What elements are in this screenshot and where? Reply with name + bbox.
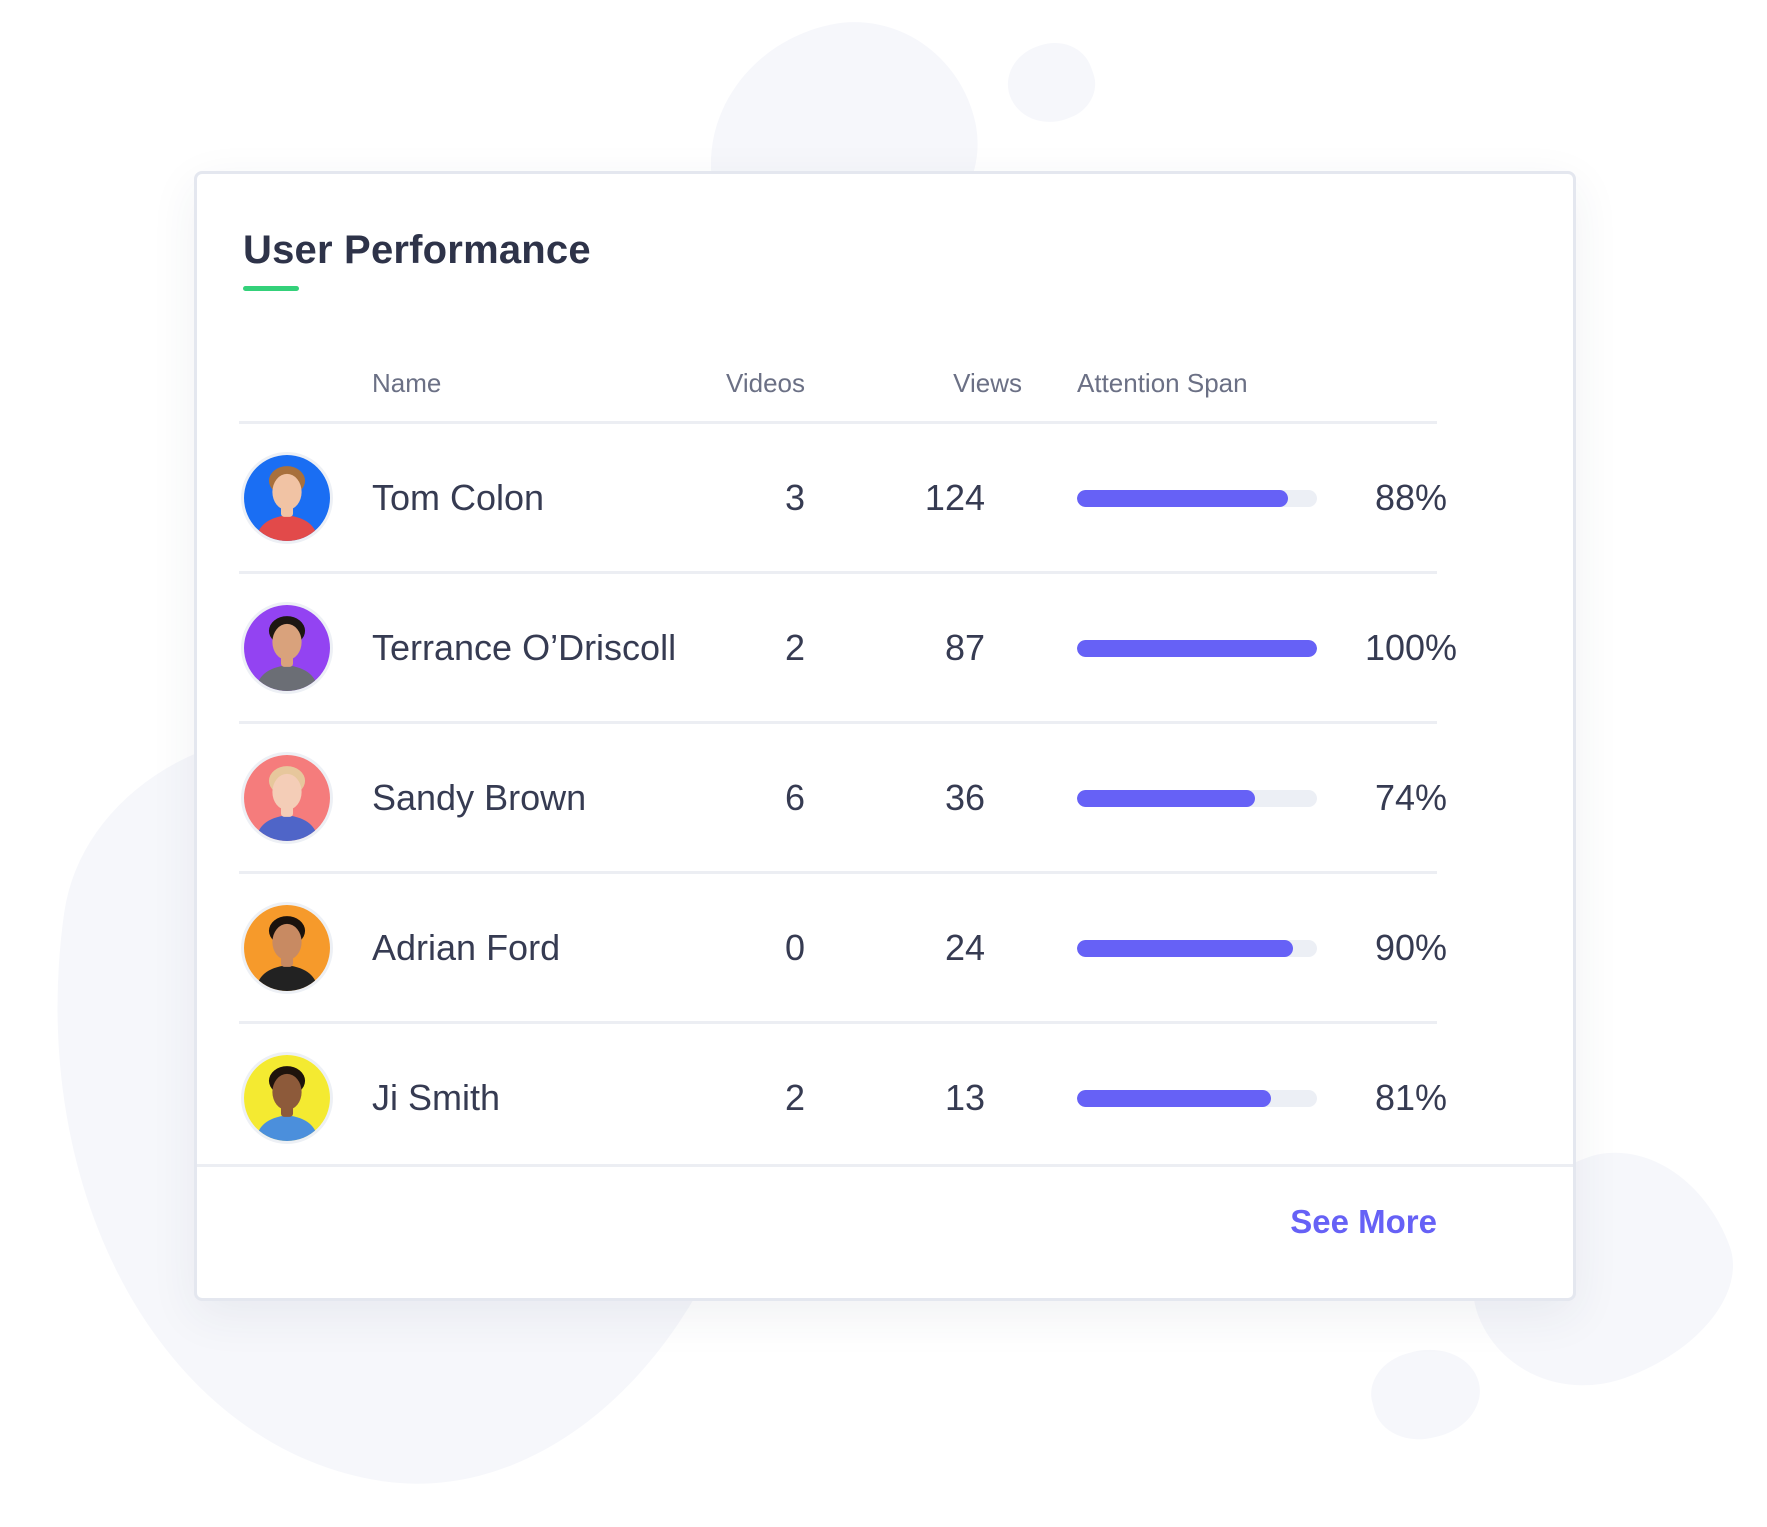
attention-span-percent: 88%: [1374, 477, 1448, 518]
column-header-videos[interactable]: Videos: [725, 368, 805, 398]
attention-span-bar: [1077, 790, 1317, 807]
attention-span-percent: 90%: [1374, 927, 1448, 968]
attention-span-percent: 81%: [1374, 1077, 1448, 1118]
person-icon: [244, 455, 330, 541]
avatar[interactable]: [241, 602, 333, 694]
avatar[interactable]: [241, 752, 333, 844]
avatar[interactable]: [241, 1052, 333, 1144]
attention-span-bar: [1077, 490, 1317, 507]
background-blob: [997, 31, 1105, 135]
see-more-link[interactable]: See More: [1290, 1203, 1437, 1240]
table-row[interactable]: Tom Colon 3 124 88%: [239, 424, 1447, 574]
videos-count: 0: [784, 927, 805, 968]
attention-span-bar-fill: [1077, 1090, 1272, 1107]
user-name[interactable]: Adrian Ford: [372, 927, 561, 968]
attention-span-bar: [1077, 940, 1317, 957]
attention-span-bar-fill: [1077, 640, 1317, 657]
videos-count: 2: [784, 627, 805, 668]
table-header: Name Videos Views Attention Span: [239, 354, 1437, 424]
attention-span-bar-fill: [1077, 490, 1289, 507]
table-row[interactable]: Adrian Ford 0 24 90%: [239, 874, 1447, 1024]
videos-count: 6: [784, 777, 805, 818]
column-header-name[interactable]: Name: [372, 368, 442, 398]
column-header-attention-span[interactable]: Attention Span: [1077, 368, 1248, 398]
column-header-views[interactable]: Views: [953, 368, 1022, 398]
views-count: 13: [944, 1077, 985, 1118]
views-count: 87: [944, 627, 985, 668]
videos-count: 3: [784, 477, 805, 518]
person-icon: [244, 755, 330, 841]
attention-span-percent: 74%: [1374, 777, 1448, 818]
attention-span-bar-fill: [1077, 940, 1293, 957]
user-name[interactable]: Ji Smith: [372, 1077, 501, 1118]
attention-span-bar: [1077, 640, 1317, 657]
table-row[interactable]: Ji Smith 2 13 81%: [239, 1024, 1447, 1171]
title-underline: [243, 286, 299, 291]
avatar[interactable]: [241, 902, 333, 994]
user-name[interactable]: Terrance O’Driscoll: [372, 627, 677, 668]
table-row[interactable]: Terrance O’Driscoll 2 87 100%: [239, 574, 1457, 724]
avatar[interactable]: [241, 452, 333, 544]
views-count: 124: [924, 477, 985, 518]
attention-span-bar-fill: [1077, 790, 1255, 807]
card-footer: See More: [197, 1164, 1573, 1298]
user-performance-card: User Performance Name Videos Views Atten…: [194, 171, 1576, 1301]
person-icon: [244, 1055, 330, 1141]
person-icon: [244, 605, 330, 691]
attention-span-percent: 100%: [1364, 627, 1458, 668]
background-blob: [1362, 1337, 1490, 1451]
attention-span-bar: [1077, 1090, 1317, 1107]
table-row[interactable]: Sandy Brown 6 36 74%: [239, 724, 1447, 874]
performance-table: Name Videos Views Attention Span Tom Col…: [239, 354, 1457, 1171]
person-icon: [244, 905, 330, 991]
videos-count: 2: [784, 1077, 805, 1118]
views-count: 24: [944, 927, 985, 968]
user-name[interactable]: Sandy Brown: [372, 777, 587, 818]
card-title: User Performance: [243, 228, 591, 272]
views-count: 36: [944, 777, 985, 818]
user-name[interactable]: Tom Colon: [372, 477, 545, 518]
